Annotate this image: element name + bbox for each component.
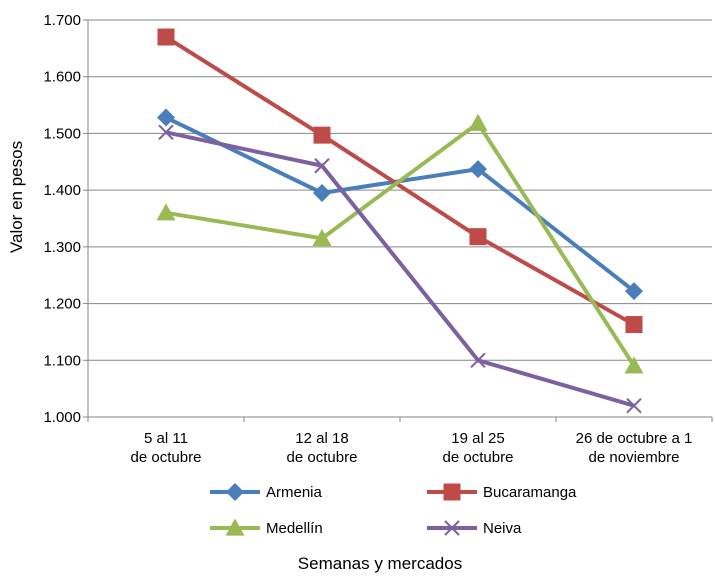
data-point: [314, 127, 331, 144]
legend-label: Bucaramanga: [483, 484, 577, 501]
legend-label: Armenia: [266, 484, 323, 501]
grid-lines: [88, 20, 712, 360]
data-point: [158, 29, 175, 46]
series-line: [166, 123, 634, 366]
series-neiva: [159, 125, 641, 412]
y-tick-label: 1.200: [43, 296, 81, 313]
data-point: [626, 316, 643, 333]
x-tick-label: de octubre: [443, 449, 514, 466]
legend-label: Neiva: [483, 520, 522, 537]
y-tick-labels: 1.000 1.100 1.200 1.300 1.400 1.500 1.600 1.700: [43, 12, 81, 426]
legend-entry: Neiva: [427, 520, 522, 537]
legend: Armenia Bucaramanga Medellín Neiva: [210, 483, 577, 537]
x-tick-label: 26 de octubre a 1: [576, 430, 693, 447]
y-tick-label: 1.100: [43, 352, 81, 369]
series-line: [166, 132, 634, 405]
x-tick-label: de octubre: [131, 449, 202, 466]
legend-swatch-marker: [444, 484, 461, 501]
y-tick-label: 1.600: [43, 69, 81, 86]
x-tick-label: de noviembre: [589, 449, 680, 466]
data-point: [469, 114, 488, 131]
y-tick-label: 1.300: [43, 239, 81, 256]
data-point: [157, 109, 175, 127]
axes: [83, 20, 712, 422]
x-tick-label: 5 al 11: [144, 430, 188, 447]
x-tick-label: 19 al 25: [451, 430, 504, 447]
x-tick-label: 12 al 18: [295, 430, 348, 447]
y-tick-label: 1.000: [43, 409, 81, 426]
series-armenia: [157, 109, 643, 301]
x-axis-title: Semanas y mercados: [298, 554, 462, 573]
y-axis-title: Valor en pesos: [7, 141, 26, 253]
data-point: [313, 184, 331, 202]
legend-entry: Medellín: [210, 519, 323, 538]
legend-entry: Bucaramanga: [427, 484, 577, 502]
legend-entry: Armenia: [210, 483, 323, 501]
y-tick-label: 1.700: [43, 12, 81, 29]
y-tick-label: 1.500: [43, 125, 81, 142]
y-tick-label: 1.400: [43, 182, 81, 199]
series: [157, 29, 644, 413]
data-point: [470, 228, 487, 245]
x-tick-labels: 5 al 11 de octubre 12 al 18 de octubre 19 al…: [131, 430, 693, 466]
legend-label: Medellín: [266, 520, 323, 537]
legend-swatch-marker: [226, 483, 244, 501]
data-point: [157, 203, 176, 220]
x-tick-label: de octubre: [287, 449, 358, 466]
